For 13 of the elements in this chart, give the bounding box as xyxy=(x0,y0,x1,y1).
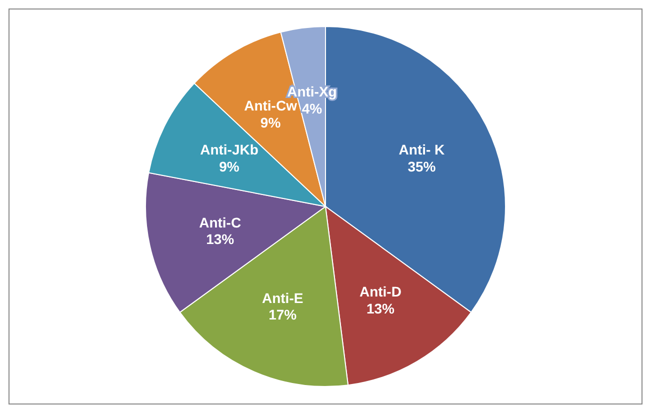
slice-label: Anti-C xyxy=(199,214,242,230)
data-label: 13% xyxy=(206,231,235,248)
data-label: 4% xyxy=(302,100,323,116)
slice-label: Anti- K xyxy=(398,142,445,158)
slice-label: Anti-D xyxy=(359,284,402,300)
slice-label: Anti-E xyxy=(262,290,304,306)
data-label: 35% xyxy=(408,158,436,174)
data-label: 9% xyxy=(219,158,240,174)
data-label: 17% xyxy=(268,306,298,323)
data-label: 9% xyxy=(260,114,282,131)
slice-label: Anti-Cw xyxy=(244,98,298,114)
data-label: 13% xyxy=(366,300,396,316)
slice-label: Anti-JKb xyxy=(200,142,258,158)
